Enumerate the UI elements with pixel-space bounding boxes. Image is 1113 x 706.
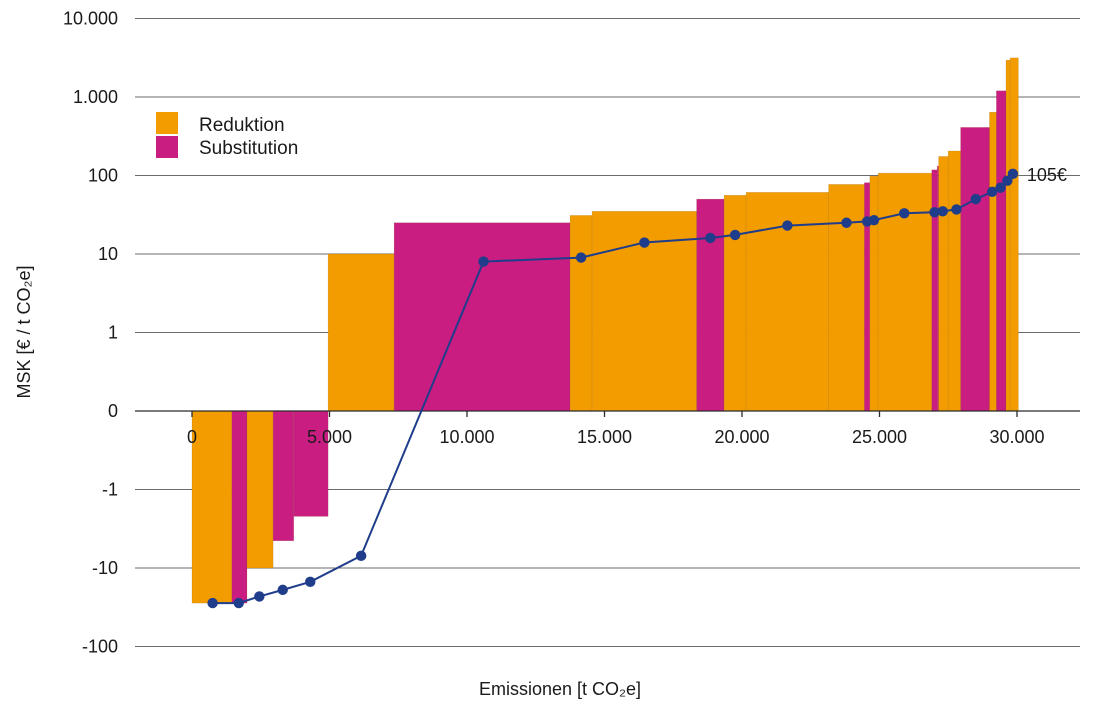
bar-group xyxy=(191,57,1019,604)
bar-reduktion xyxy=(1005,59,1011,412)
bar-reduktion xyxy=(569,215,593,412)
bar-reduktion xyxy=(947,150,961,412)
y-tick-label: -100 xyxy=(82,637,118,657)
annotation-label: 105€ xyxy=(1027,165,1067,185)
y-tick-label: 100 xyxy=(88,166,118,186)
data-point xyxy=(277,584,288,596)
legend-swatch-substitution xyxy=(156,136,178,158)
legend-label-reduktion: Reduktion xyxy=(199,115,285,136)
x-tick-label: 25.000 xyxy=(852,427,907,447)
bar-substitution xyxy=(931,169,938,412)
legend-label-substitution: Substitution xyxy=(199,138,298,159)
data-point xyxy=(355,550,367,562)
y-tick-label: -1 xyxy=(102,480,118,500)
bar-reduktion xyxy=(327,253,395,412)
data-point xyxy=(995,182,1006,193)
x-tick-label: 30.000 xyxy=(989,427,1044,447)
data-point xyxy=(899,208,910,219)
data-point xyxy=(987,186,998,197)
x-axis-tick-labels: 0 5.000 10.000 15.000 20.000 25.000 30.000 xyxy=(187,427,1045,447)
y-tick-label: 10.000 xyxy=(63,9,118,29)
y-tick-label: 1 xyxy=(108,323,118,343)
data-point xyxy=(970,193,981,205)
y-tick-label: 10 xyxy=(98,244,118,264)
bar-reduktion xyxy=(869,175,879,412)
x-tick-label: 10.000 xyxy=(439,427,494,447)
y-tick-label: -10 xyxy=(92,558,118,578)
data-point xyxy=(951,204,962,215)
bar-substitution xyxy=(231,410,248,604)
y-tick-label: 0 xyxy=(108,401,118,421)
y-tick-label: 1.000 xyxy=(73,87,118,107)
bar-substitution xyxy=(696,198,725,412)
bar-substitution xyxy=(960,127,990,412)
legend: Reduktion Substitution xyxy=(156,112,298,159)
x-tick-label: 5.000 xyxy=(307,427,352,447)
bar-substitution xyxy=(393,222,571,412)
bar-substitution xyxy=(293,410,329,517)
data-point xyxy=(841,217,852,228)
bar-substitution xyxy=(272,410,295,542)
data-point xyxy=(868,214,880,226)
bar-reduktion xyxy=(989,111,997,412)
legend-swatch-reduktion xyxy=(156,112,178,134)
bar-reduktion xyxy=(723,194,747,412)
x-tick-label: 0 xyxy=(187,427,197,447)
data-point xyxy=(937,206,948,217)
bar-reduktion xyxy=(246,410,274,569)
data-point xyxy=(207,597,218,609)
x-axis xyxy=(135,410,1080,417)
bar-reduktion xyxy=(1009,57,1019,412)
bar-reduktion xyxy=(191,410,233,604)
data-point xyxy=(254,591,265,602)
data-point xyxy=(1007,168,1019,180)
bar-reduktion xyxy=(938,156,949,412)
data-point xyxy=(305,576,316,588)
x-tick-label: 20.000 xyxy=(714,427,769,447)
data-point xyxy=(478,256,489,267)
data-point xyxy=(782,220,793,231)
y-axis-title: MSK [€ / t CO₂e] xyxy=(14,265,34,398)
data-point xyxy=(929,207,940,218)
data-point xyxy=(575,252,587,263)
data-point xyxy=(705,232,716,244)
cost-line-series xyxy=(207,168,1019,609)
data-point xyxy=(639,237,650,248)
data-point xyxy=(233,597,244,609)
x-tick-label: 15.000 xyxy=(577,427,632,447)
bar-substitution xyxy=(996,90,1007,412)
annotations: 105€ xyxy=(1027,165,1067,185)
x-axis-title: Emissionen [t CO₂e] xyxy=(479,679,641,699)
data-point xyxy=(729,229,741,241)
